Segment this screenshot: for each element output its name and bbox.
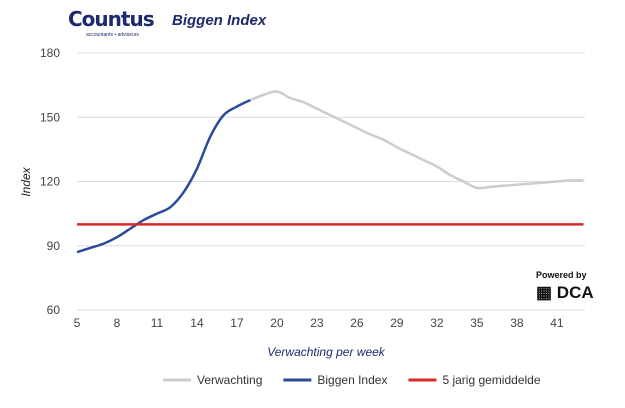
x-tick-label: 8 xyxy=(114,316,121,330)
x-axis-title: Verwachting per week xyxy=(267,345,386,359)
x-tick-label: 17 xyxy=(230,316,244,330)
x-tick-label: 41 xyxy=(550,316,564,330)
y-tick-label: 120 xyxy=(40,175,60,189)
x-tick-label: 26 xyxy=(350,316,364,330)
y-axis-title: Index xyxy=(19,166,33,196)
x-tick-label: 32 xyxy=(430,316,444,330)
x-tick-label: 11 xyxy=(151,316,164,330)
x-tick-label: 38 xyxy=(510,316,524,330)
legend-label: Biggen Index xyxy=(317,373,387,387)
chart-title: Biggen Index xyxy=(172,12,267,29)
y-tick-label: 180 xyxy=(40,46,60,60)
y-tick-label: 150 xyxy=(40,110,60,124)
dca-brand: DCA xyxy=(556,283,594,302)
x-tick-label: 14 xyxy=(190,316,204,330)
legend-label: Verwachting xyxy=(197,373,262,387)
x-tick-label: 29 xyxy=(390,316,404,330)
x-tick-label: 20 xyxy=(270,316,284,330)
y-tick-label: 90 xyxy=(47,239,61,253)
series-line-verwachting xyxy=(249,90,584,190)
x-tick-label: 5 xyxy=(74,316,81,330)
dca-logo: ▦ DCA xyxy=(536,283,594,302)
logo-tagline: accountants • adviseurs xyxy=(86,32,139,38)
legend-label: 5 jarig gemiddelde xyxy=(442,373,540,387)
powered-by-label: Powered by xyxy=(536,270,587,280)
y-tick-label: 60 xyxy=(47,303,61,317)
series-line-biggen-index xyxy=(76,98,251,254)
x-tick-label: 35 xyxy=(470,316,484,330)
countus-logo: Countus xyxy=(68,7,155,31)
x-tick-label: 23 xyxy=(310,316,324,330)
